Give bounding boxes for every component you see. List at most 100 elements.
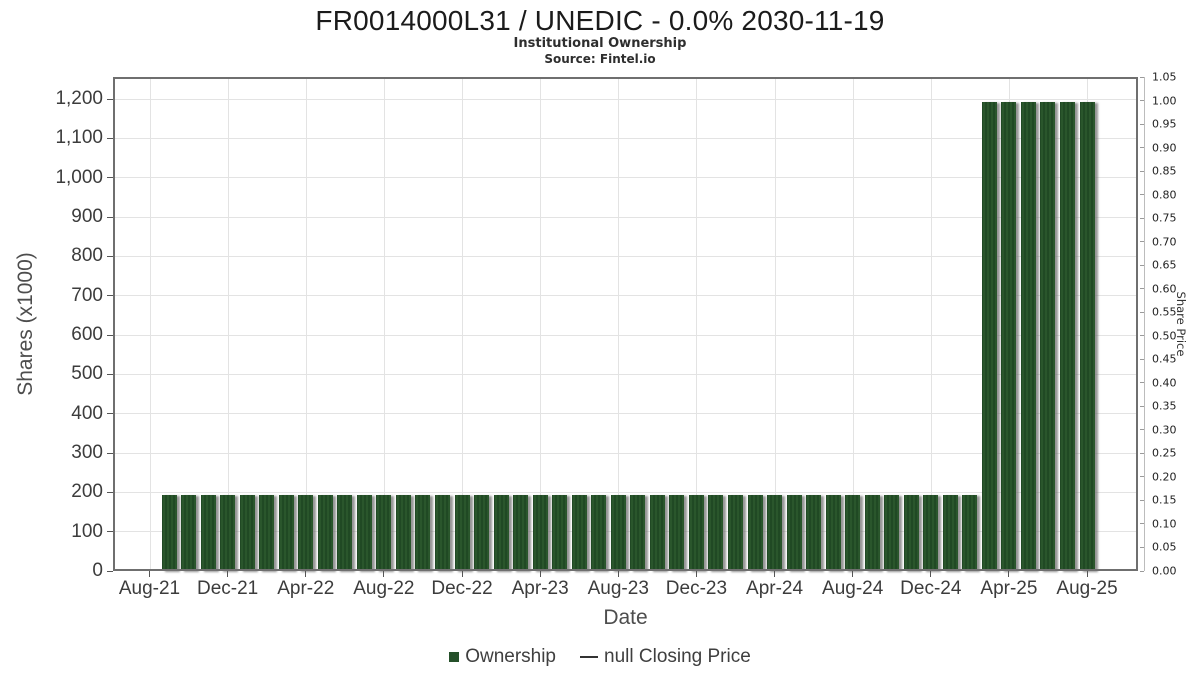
x-axis-tick [695, 571, 697, 577]
ownership-bar[interactable] [825, 495, 841, 571]
ownership-bar[interactable] [317, 495, 333, 571]
gridline-vertical [852, 77, 854, 571]
ownership-bar[interactable] [220, 495, 236, 571]
ownership-bar[interactable] [962, 495, 978, 571]
ownership-bar[interactable] [239, 495, 255, 571]
ownership-bar[interactable] [571, 495, 587, 571]
x-axis-tick-label: Apr-22 [277, 578, 335, 599]
chart-legend: Ownership null Closing Price [0, 644, 1200, 670]
ownership-series-swatch-icon [449, 652, 460, 662]
y-axis-left-tick [107, 177, 113, 179]
ownership-bar[interactable] [923, 495, 939, 571]
gridline-vertical [930, 77, 932, 571]
legend-item-closing-price[interactable]: null Closing Price [580, 646, 751, 668]
x-axis-tick [383, 571, 385, 577]
ownership-bar[interactable] [649, 495, 665, 571]
y-axis-left-tick-label: 1,200 [55, 88, 103, 110]
gridline-horizontal [113, 216, 1138, 218]
y-axis-right-tick [1140, 123, 1144, 125]
ownership-bar[interactable] [1079, 101, 1095, 571]
y-axis-left-tick-label: 700 [71, 284, 103, 306]
x-axis-tick [461, 571, 463, 577]
ownership-bar[interactable] [1001, 101, 1017, 571]
ownership-bar[interactable] [688, 495, 704, 571]
ownership-bar[interactable] [610, 495, 626, 571]
ownership-bar[interactable] [474, 495, 490, 571]
ownership-bar[interactable] [532, 495, 548, 571]
y-axis-right-tick-label: 0.85 [1152, 164, 1177, 178]
gridline-vertical [305, 77, 307, 571]
y-axis-right-tick-label: 0.25 [1152, 446, 1177, 460]
ownership-bar[interactable] [786, 495, 802, 571]
y-axis-right-tick-label: 0.05 [1152, 540, 1177, 554]
ownership-bar[interactable] [513, 495, 529, 571]
ownership-bar[interactable] [415, 495, 431, 571]
gridline-horizontal [113, 334, 1138, 336]
ownership-bar[interactable] [161, 495, 177, 571]
ownership-bar[interactable] [845, 495, 861, 571]
y-axis-right-tick [1140, 288, 1144, 290]
ownership-bar[interactable] [591, 495, 607, 571]
ownership-bar[interactable] [727, 495, 743, 571]
legend-item-ownership[interactable]: Ownership [449, 646, 556, 668]
chart-source-credit: Source: Fintel.io [544, 52, 656, 66]
ownership-bar[interactable] [767, 495, 783, 571]
ownership-bar[interactable] [434, 495, 450, 571]
ownership-bar[interactable] [356, 495, 372, 571]
gridline-horizontal [113, 413, 1138, 415]
y-axis-right-tick [1140, 170, 1144, 172]
y-axis-right-tick-label: 0.65 [1152, 258, 1177, 272]
y-axis-left-tick-label: 300 [71, 442, 103, 463]
ownership-bar[interactable] [903, 495, 919, 571]
y-axis-left-tick-label: 1,100 [55, 127, 103, 149]
ownership-bar[interactable] [864, 495, 880, 571]
x-axis-tick [617, 571, 619, 577]
ownership-bar[interactable] [552, 495, 568, 571]
ownership-bar[interactable] [708, 495, 724, 571]
gridline-vertical [696, 77, 698, 571]
y-axis-right-tick-label: 0.40 [1152, 376, 1177, 390]
y-axis-left-tick [107, 452, 113, 454]
ownership-bar[interactable] [200, 495, 216, 571]
y-axis-right-tick [1140, 382, 1144, 384]
y-axis-right-tick [1140, 311, 1144, 313]
y-axis-right-tick-label: 0.20 [1152, 470, 1177, 484]
ownership-bar[interactable] [1020, 101, 1036, 571]
ownership-bar[interactable] [454, 495, 470, 571]
ownership-bar[interactable] [981, 101, 997, 571]
y-axis-right-tick-label: 0.70 [1152, 235, 1177, 249]
ownership-bar[interactable] [942, 495, 958, 571]
y-axis-left-tick-label: 500 [71, 363, 103, 385]
ownership-bar[interactable] [395, 495, 411, 571]
y-axis-right-tick [1140, 217, 1144, 219]
y-axis-right-tick [1140, 76, 1144, 78]
ownership-bar[interactable] [747, 495, 763, 571]
ownership-bar[interactable] [376, 495, 392, 571]
ownership-bar[interactable] [278, 495, 294, 571]
right-axis-spine [1144, 77, 1145, 571]
chart-subtitle: Institutional Ownership [513, 36, 687, 51]
ownership-bar[interactable] [806, 495, 822, 571]
ownership-bar[interactable] [181, 495, 197, 571]
ownership-bar[interactable] [884, 495, 900, 571]
ownership-bar[interactable] [298, 495, 314, 571]
x-axis-tick [852, 571, 854, 577]
ownership-bar[interactable] [337, 495, 353, 571]
ownership-bar[interactable] [630, 495, 646, 571]
ownership-bar[interactable] [1040, 101, 1056, 571]
y-axis-right-tick [1140, 241, 1144, 243]
ownership-bar[interactable] [493, 495, 509, 571]
ownership-bar[interactable] [259, 495, 275, 571]
y-axis-left-tick [107, 216, 113, 218]
x-axis-tick-label: Aug-24 [822, 578, 884, 599]
x-axis-tick [539, 571, 541, 577]
y-axis-right-tick [1140, 499, 1144, 501]
y-axis-left-tick [107, 137, 113, 139]
y-axis-title-right: Share Price [1174, 291, 1188, 357]
y-axis-right-tick-label: 0.60 [1152, 282, 1177, 296]
y-axis-left-tick [107, 413, 113, 415]
ownership-bar[interactable] [1060, 101, 1076, 571]
ownership-bar[interactable] [669, 495, 685, 571]
